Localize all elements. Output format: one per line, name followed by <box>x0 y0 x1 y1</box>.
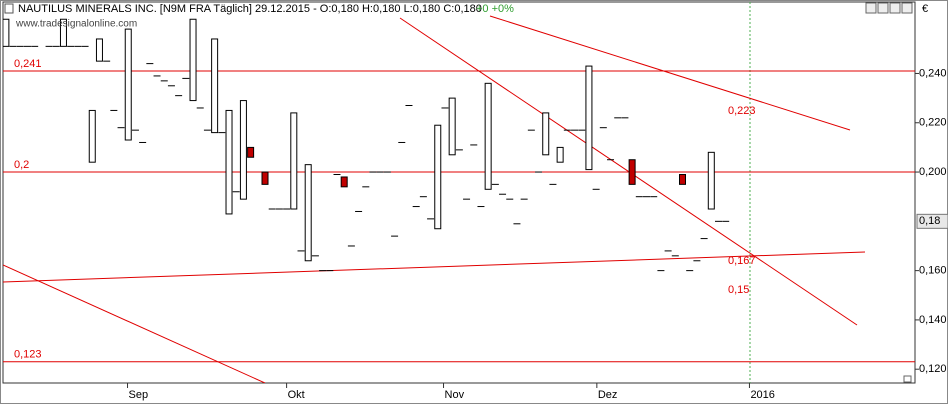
level-label: 0,2 <box>14 159 29 171</box>
collapse-icon[interactable] <box>4 3 14 14</box>
annotation: 0,15 <box>728 284 749 296</box>
candle-body <box>434 124 442 230</box>
window-buttons <box>865 2 913 14</box>
candle-body <box>59 18 67 47</box>
button[interactable] <box>877 2 889 14</box>
annotation: 0,223 <box>728 105 756 117</box>
button[interactable] <box>889 2 901 14</box>
y-tick-label: 0,140 <box>919 314 947 326</box>
annotation: 0,167 <box>728 255 756 267</box>
candle-body <box>484 82 492 190</box>
trend-line <box>489 15 851 131</box>
candle-body <box>585 65 593 171</box>
y-tick-label: 0,160 <box>919 265 947 277</box>
candle-body <box>95 38 103 62</box>
candle-body <box>239 100 247 200</box>
candle-body <box>556 146 564 163</box>
level-label: 0,123 <box>14 349 42 361</box>
y-tick-label: 0,240 <box>919 67 947 79</box>
candle-body <box>261 171 269 185</box>
y-tick-label: 0,120 <box>919 363 947 375</box>
candle-body <box>304 164 312 262</box>
x-tick-label: Nov <box>445 389 465 401</box>
candle-body <box>88 109 96 163</box>
y-tick-label: 0,220 <box>919 117 947 129</box>
x-tick-label: Dez <box>598 389 618 401</box>
button[interactable] <box>901 2 913 14</box>
change-label: +0 +0% <box>476 3 514 15</box>
candle-body <box>211 38 219 134</box>
candle-body <box>707 151 715 210</box>
candle-body <box>542 112 550 156</box>
candle-body <box>628 159 636 185</box>
chart-title: NAUTILUS MINERALS INC. [N9M FRA Täglich]… <box>18 3 482 15</box>
trend-line <box>399 17 858 326</box>
last-price-tag <box>916 213 948 229</box>
last-price-label: 0,18 <box>919 215 940 227</box>
plot-frame <box>2 1 916 384</box>
watermark: www.tradesignalonline.com <box>15 19 137 30</box>
candle-body <box>124 28 132 141</box>
candle-body <box>3 18 10 47</box>
y-tick-label: 0,200 <box>919 166 947 178</box>
candle-body <box>290 112 298 210</box>
level-label: 0,241 <box>14 58 42 70</box>
plot-area <box>3 2 915 383</box>
x-tick-label: Sep <box>129 389 149 401</box>
candle-body <box>189 18 197 102</box>
trend-line <box>3 264 266 383</box>
x-tick-label: Okt <box>288 389 305 401</box>
candle-body <box>340 176 348 188</box>
candle-body <box>247 146 255 158</box>
button[interactable] <box>865 2 877 14</box>
trend-line <box>3 251 866 283</box>
candle-body <box>679 174 687 185</box>
candle-body <box>225 109 233 215</box>
resize-handle[interactable] <box>903 375 912 383</box>
candle-body <box>448 97 456 156</box>
currency-label: € <box>922 3 928 15</box>
x-tick-label: 2016 <box>750 389 774 401</box>
